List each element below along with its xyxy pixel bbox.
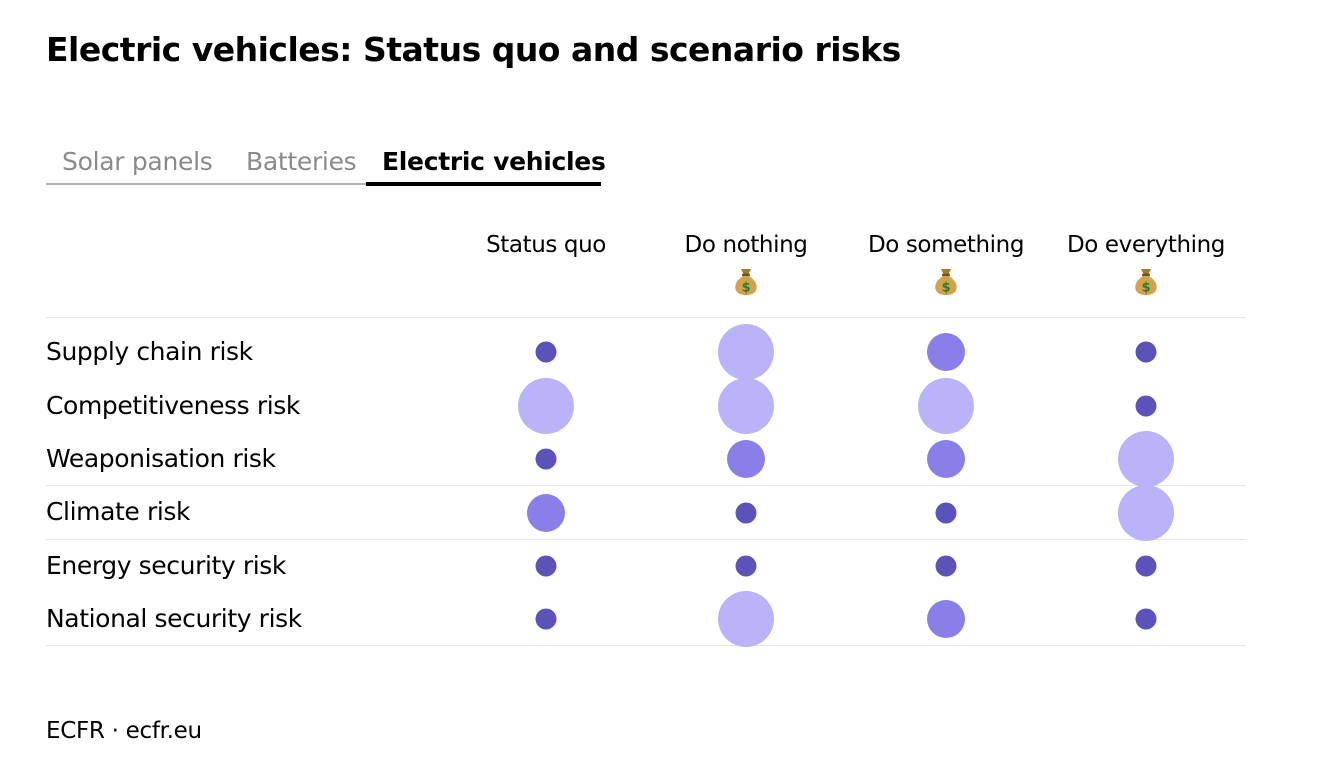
risk-dot-medium: [527, 494, 565, 532]
risk-dot-small: [935, 502, 957, 524]
risk-dot-large: [718, 324, 774, 380]
row-label-supply-chain-risk: Supply chain risk: [46, 337, 253, 366]
tab-bar: Solar panels Batteries Electric vehicles: [46, 141, 606, 186]
risk-dot-small: [735, 555, 757, 577]
risk-dot-large: [1118, 485, 1174, 541]
column-header-status-quo: Status quo: [446, 230, 646, 260]
risk-dot-small: [535, 608, 557, 630]
risk-dot-medium: [927, 440, 965, 478]
row-label-competitiveness-risk: Competitiveness risk: [46, 391, 300, 420]
row-label-climate-risk: Climate risk: [46, 497, 191, 526]
svg-text:$: $: [1142, 281, 1151, 296]
column-header-do-something: Do something $: [846, 230, 1046, 296]
risk-dot-medium: [727, 440, 765, 478]
row-divider: [46, 317, 1246, 318]
risk-dot-large: [518, 378, 574, 434]
active-tab-indicator: [366, 182, 601, 186]
tab-solar-panels[interactable]: Solar panels: [62, 147, 213, 176]
chart-title: Electric vehicles: Status quo and scenar…: [46, 30, 901, 69]
risk-dot-small: [735, 502, 757, 524]
row-divider: [46, 645, 1246, 646]
row-divider: [46, 539, 1246, 540]
svg-text:$: $: [742, 281, 751, 296]
risk-dot-small: [535, 448, 557, 470]
column-header-do-nothing: Do nothing $: [646, 230, 846, 296]
tab-batteries[interactable]: Batteries: [246, 147, 357, 176]
column-header-label: Do nothing: [684, 232, 808, 258]
risk-dot-small: [1135, 395, 1157, 417]
row-divider: [46, 485, 1246, 486]
tab-electric-vehicles[interactable]: Electric vehicles: [382, 147, 606, 176]
risk-dot-small: [1135, 555, 1157, 577]
column-header-label: Do everything: [1066, 232, 1226, 258]
risk-dot-large: [718, 591, 774, 647]
money-bag-icon: $: [935, 269, 957, 296]
money-bag-icon: $: [1135, 269, 1157, 296]
column-header-do-everything: Do everything $: [1046, 230, 1246, 296]
row-label-weaponisation-risk: Weaponisation risk: [46, 444, 276, 473]
risk-dot-small: [535, 555, 557, 577]
risk-dot-large: [918, 378, 974, 434]
row-label-energy-security-risk: Energy security risk: [46, 551, 286, 580]
risk-dot-medium: [927, 333, 965, 371]
risk-dot-small: [535, 341, 557, 363]
money-bag-icon: $: [735, 269, 757, 296]
source-credit: ECFR · ecfr.eu: [46, 718, 202, 744]
risk-dot-large: [1118, 431, 1174, 487]
column-header-label: Status quo: [486, 232, 606, 258]
risk-dot-large: [718, 378, 774, 434]
risk-dot-small: [1135, 608, 1157, 630]
risk-dot-medium: [927, 600, 965, 638]
column-header-label: Do something: [867, 232, 1025, 258]
risk-dot-small: [935, 555, 957, 577]
svg-text:$: $: [942, 281, 951, 296]
row-label-national-security-risk: National security risk: [46, 604, 302, 633]
risk-dot-small: [1135, 341, 1157, 363]
